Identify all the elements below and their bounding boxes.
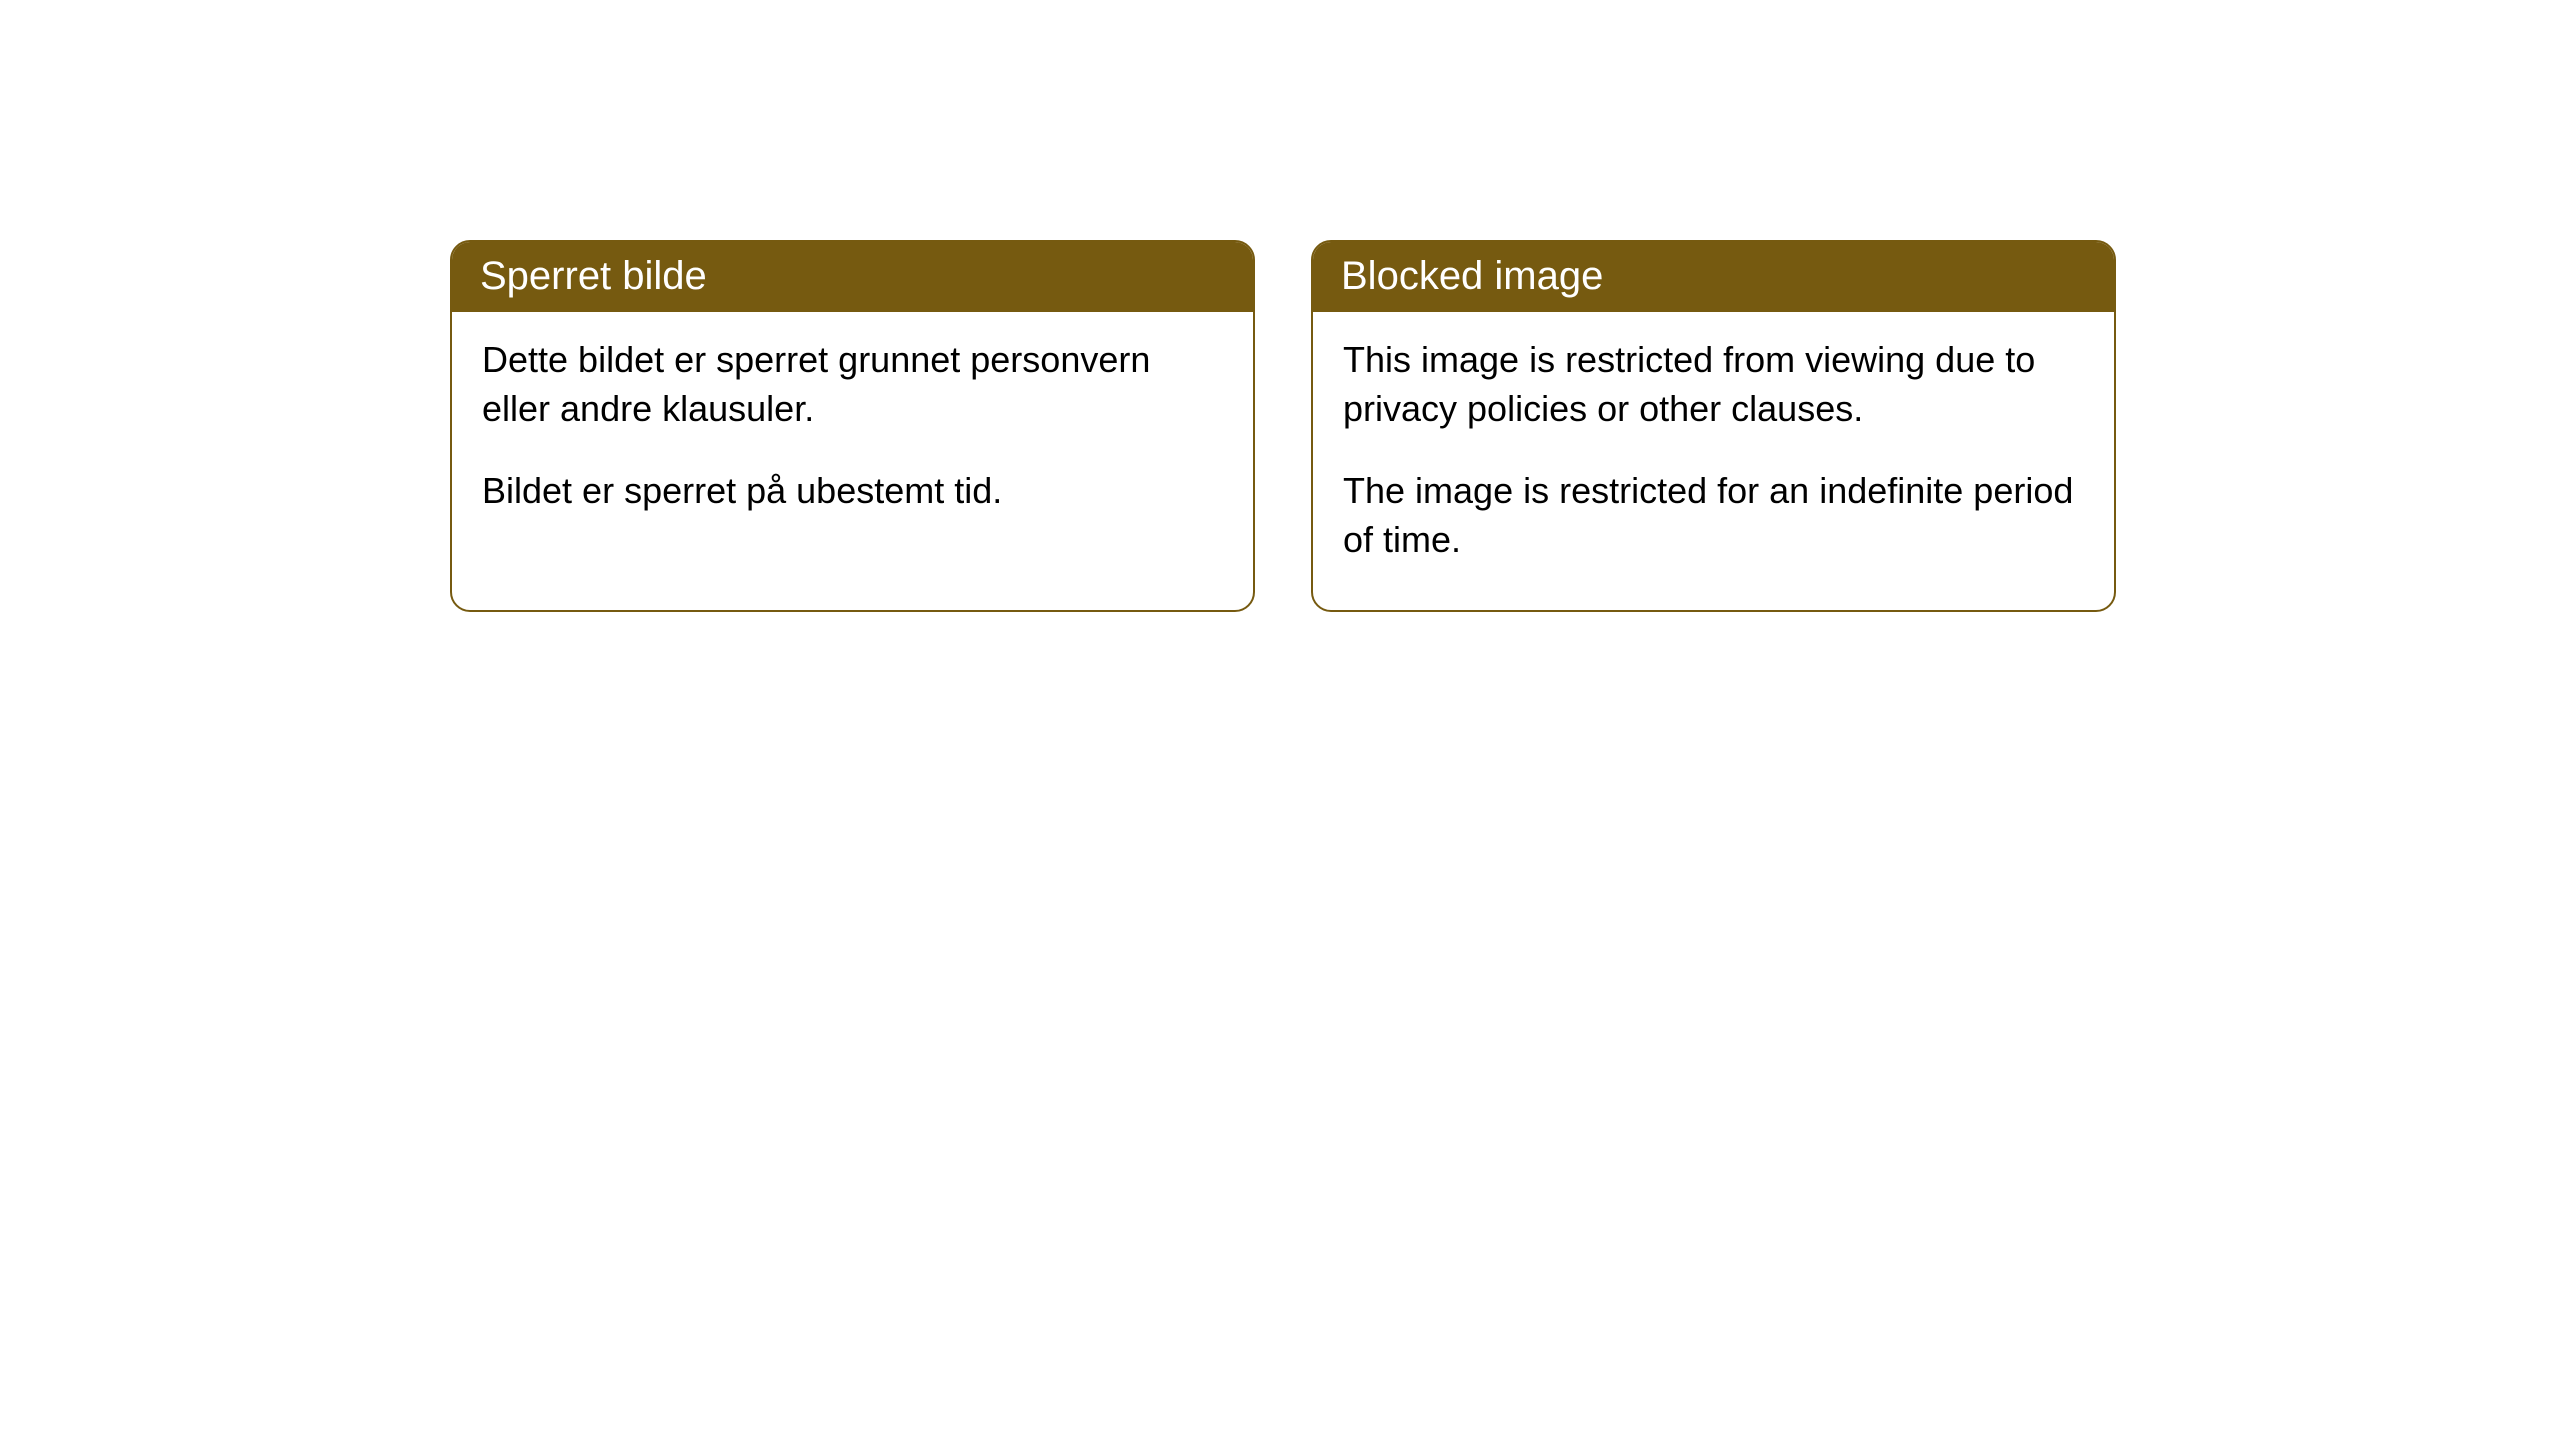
notice-cards-container: Sperret bilde Dette bildet er sperret gr… bbox=[450, 240, 2116, 612]
card-title-norwegian: Sperret bilde bbox=[452, 242, 1253, 312]
blocked-image-card-norwegian: Sperret bilde Dette bildet er sperret gr… bbox=[450, 240, 1255, 612]
card-paragraph-2: Bildet er sperret på ubestemt tid. bbox=[482, 467, 1223, 516]
blocked-image-card-english: Blocked image This image is restricted f… bbox=[1311, 240, 2116, 612]
card-body-norwegian: Dette bildet er sperret grunnet personve… bbox=[452, 312, 1253, 562]
card-paragraph-2: The image is restricted for an indefinit… bbox=[1343, 467, 2084, 564]
card-title-english: Blocked image bbox=[1313, 242, 2114, 312]
card-paragraph-1: Dette bildet er sperret grunnet personve… bbox=[482, 336, 1223, 433]
card-body-english: This image is restricted from viewing du… bbox=[1313, 312, 2114, 610]
card-paragraph-1: This image is restricted from viewing du… bbox=[1343, 336, 2084, 433]
